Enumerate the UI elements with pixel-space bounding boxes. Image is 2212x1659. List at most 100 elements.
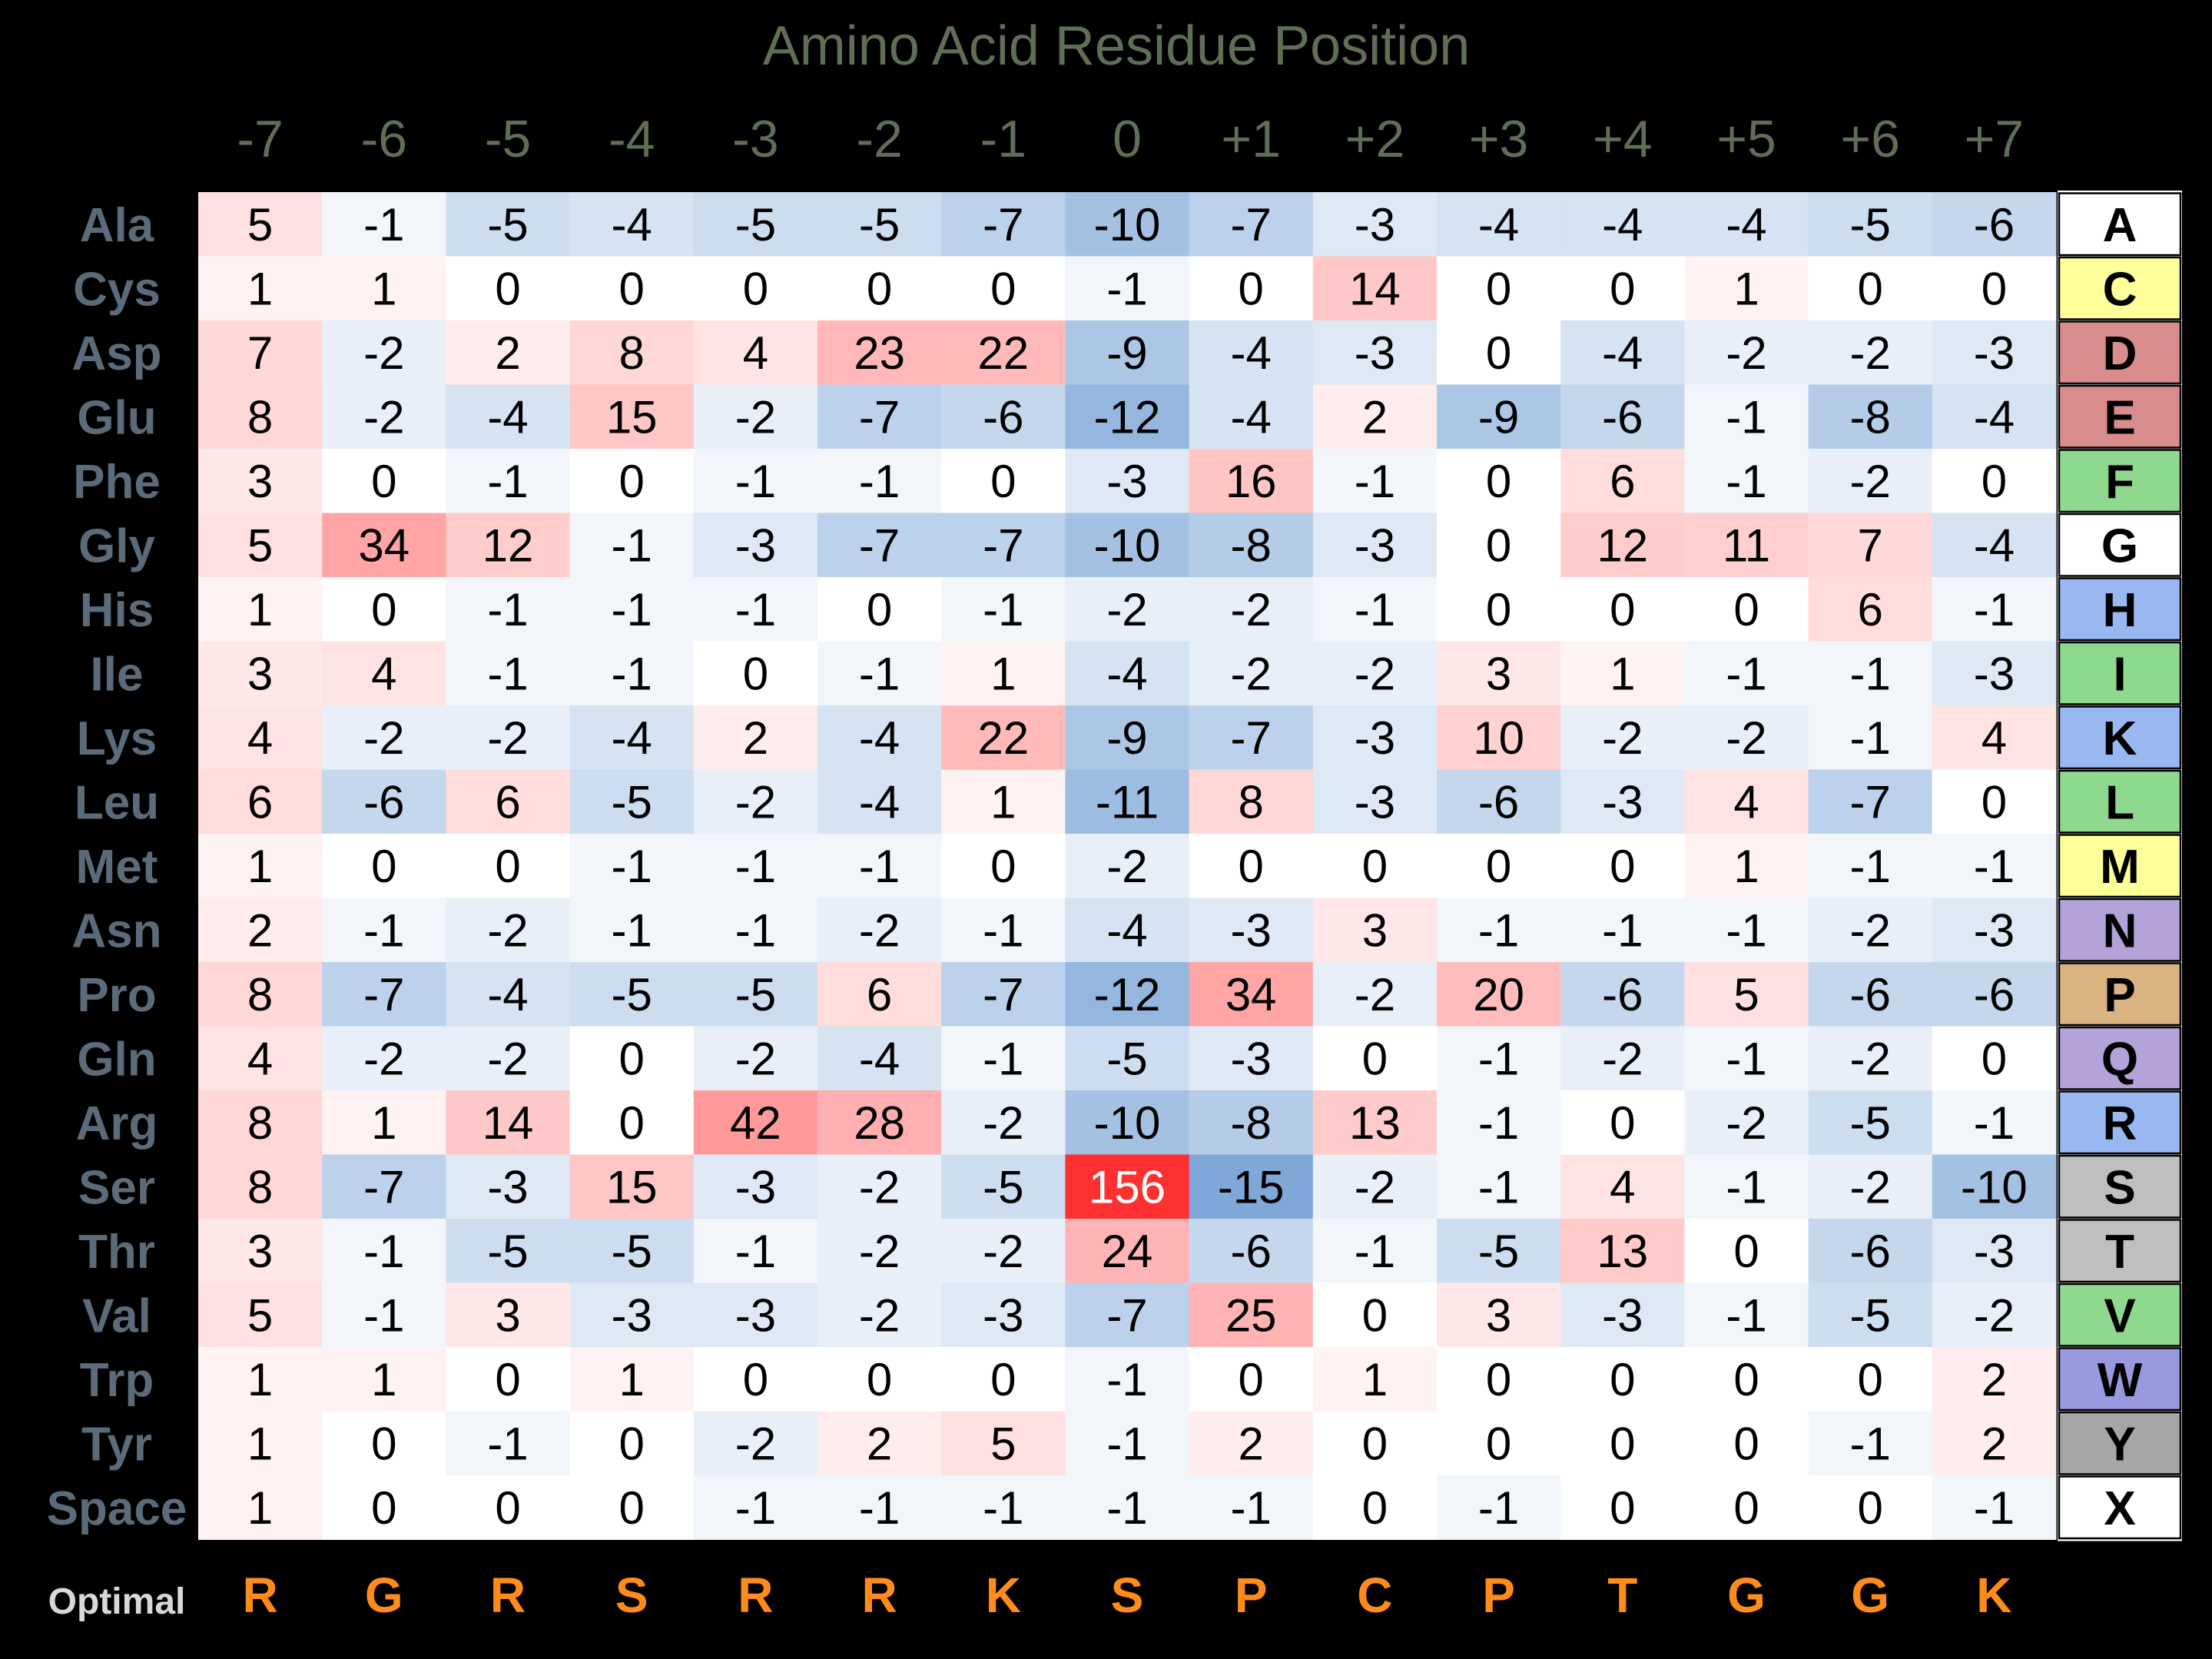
- cell-value: -1: [1478, 1097, 1519, 1149]
- heatmap-cell: [817, 577, 942, 642]
- heatmap-cell: [569, 320, 695, 385]
- cell-value: -6: [1602, 391, 1643, 443]
- cell-value: -1: [1726, 904, 1766, 956]
- heatmap-cell: [569, 769, 695, 834]
- cell-value: -1: [1974, 1097, 2015, 1149]
- heatmap-cell: [322, 513, 446, 578]
- cell-value: -2: [1355, 969, 1395, 1020]
- row-label: His: [80, 584, 154, 637]
- heatmap-cell: [1932, 1475, 2057, 1540]
- cell-value: -3: [1974, 327, 2015, 379]
- cell-value: -5: [487, 199, 528, 251]
- cell-value: -2: [735, 776, 776, 828]
- cell-value: -4: [1974, 519, 2015, 571]
- heatmap-cell: [1684, 192, 1809, 257]
- cell-value: -7: [1231, 712, 1272, 764]
- code-letter: R: [2103, 1097, 2137, 1150]
- cell-value: -5: [735, 199, 776, 251]
- cell-value: 4: [371, 648, 396, 699]
- row-label: Met: [76, 841, 158, 894]
- cell-value: 0: [495, 1354, 520, 1405]
- cell-value: 0: [1486, 1354, 1511, 1405]
- heatmap-cell: [198, 1282, 323, 1348]
- cell-value: 7: [1858, 519, 1883, 571]
- cell-value: -1: [1850, 712, 1891, 764]
- cell-value: -3: [1355, 776, 1395, 828]
- cell-value: -3: [487, 1161, 528, 1213]
- cell-value: 1: [371, 1097, 396, 1149]
- heatmap-cell: [322, 256, 446, 321]
- heatmap-cell: [817, 384, 942, 450]
- column-label: +7: [1965, 110, 2025, 168]
- heatmap-cell: [446, 513, 571, 578]
- cell-value: -10: [1094, 519, 1161, 571]
- heatmap-cell: [1312, 1347, 1438, 1412]
- cell-value: 0: [1362, 1418, 1388, 1469]
- cell-value: -2: [735, 391, 776, 443]
- heatmap-cell: [1808, 1282, 1933, 1348]
- heatmap-cell: [693, 1347, 818, 1412]
- cell-value: 5: [247, 519, 273, 571]
- cell-value: -1: [735, 456, 776, 507]
- cell-value: 0: [495, 263, 520, 314]
- cell-value: 0: [1733, 1354, 1759, 1405]
- heatmap-cell: [198, 513, 323, 578]
- heatmap-cell: [1189, 1411, 1314, 1476]
- cell-value: 1: [1362, 1354, 1388, 1405]
- cell-value: -7: [363, 1161, 404, 1213]
- cell-value: 0: [1610, 584, 1635, 635]
- heatmap-cell: [1932, 769, 2057, 834]
- column-label: -5: [485, 110, 531, 168]
- code-cell: [2058, 1282, 2182, 1347]
- cell-value: -2: [1850, 904, 1891, 956]
- heatmap-cell: [446, 1347, 571, 1412]
- cell-value: 0: [1486, 1418, 1511, 1469]
- heatmap-cell: [322, 449, 446, 513]
- cell-value: -5: [983, 1161, 1023, 1213]
- cell-value: -5: [612, 969, 652, 1020]
- cell-value: -3: [1974, 904, 2015, 956]
- cell-value: -1: [612, 584, 652, 635]
- heatmap-cell: [1312, 1219, 1438, 1283]
- cell-value: 0: [1239, 841, 1264, 892]
- cell-value: 1: [1733, 263, 1759, 314]
- cell-value: -7: [859, 391, 900, 443]
- heatmap-cell: [1684, 1154, 1809, 1219]
- row-label: Pro: [77, 969, 156, 1022]
- optimal-letter: T: [1607, 1568, 1637, 1623]
- heatmap-cell: [1065, 256, 1190, 321]
- cell-value: -3: [1355, 519, 1395, 571]
- heatmap-cell: [817, 256, 942, 321]
- heatmap-cell: [446, 256, 571, 321]
- cell-value: -1: [612, 904, 652, 956]
- code-cell: [2058, 769, 2182, 834]
- cell-value: -3: [983, 1289, 1023, 1341]
- heatmap-cell: [1932, 384, 2057, 450]
- cell-value: 0: [1610, 263, 1635, 314]
- cell-value: 0: [371, 1482, 396, 1534]
- heatmap-cell: [322, 641, 446, 706]
- heatmap-cell: [1312, 1282, 1438, 1348]
- cell-value: -2: [983, 1097, 1023, 1149]
- heatmap-cell: [1312, 1090, 1438, 1155]
- heatmap-cell: [693, 1090, 818, 1155]
- heatmap-cell: [322, 1347, 446, 1412]
- cell-value: 0: [1239, 263, 1264, 314]
- heatmap-cell: [1684, 1219, 1809, 1283]
- heatmap-cell: [1437, 513, 1561, 578]
- heatmap-cell: [941, 1154, 1066, 1219]
- heatmap-cell: [198, 577, 323, 642]
- heatmap-cell: [1808, 256, 1933, 321]
- heatmap-cell: [1932, 1282, 2057, 1348]
- optimal-letter: P: [1235, 1568, 1268, 1623]
- heatmap-cell: [1560, 577, 1685, 642]
- code-cell: [2058, 834, 2182, 898]
- heatmap-cell: [941, 834, 1066, 898]
- cell-value: 2: [867, 1418, 892, 1469]
- cell-value: -2: [1850, 456, 1891, 507]
- heatmap-cell: [1560, 962, 1685, 1027]
- row-label: Asp: [71, 327, 161, 380]
- cell-value: -1: [363, 1289, 404, 1341]
- cell-value: 5: [247, 1289, 273, 1341]
- heatmap-cell: [1808, 1411, 1933, 1476]
